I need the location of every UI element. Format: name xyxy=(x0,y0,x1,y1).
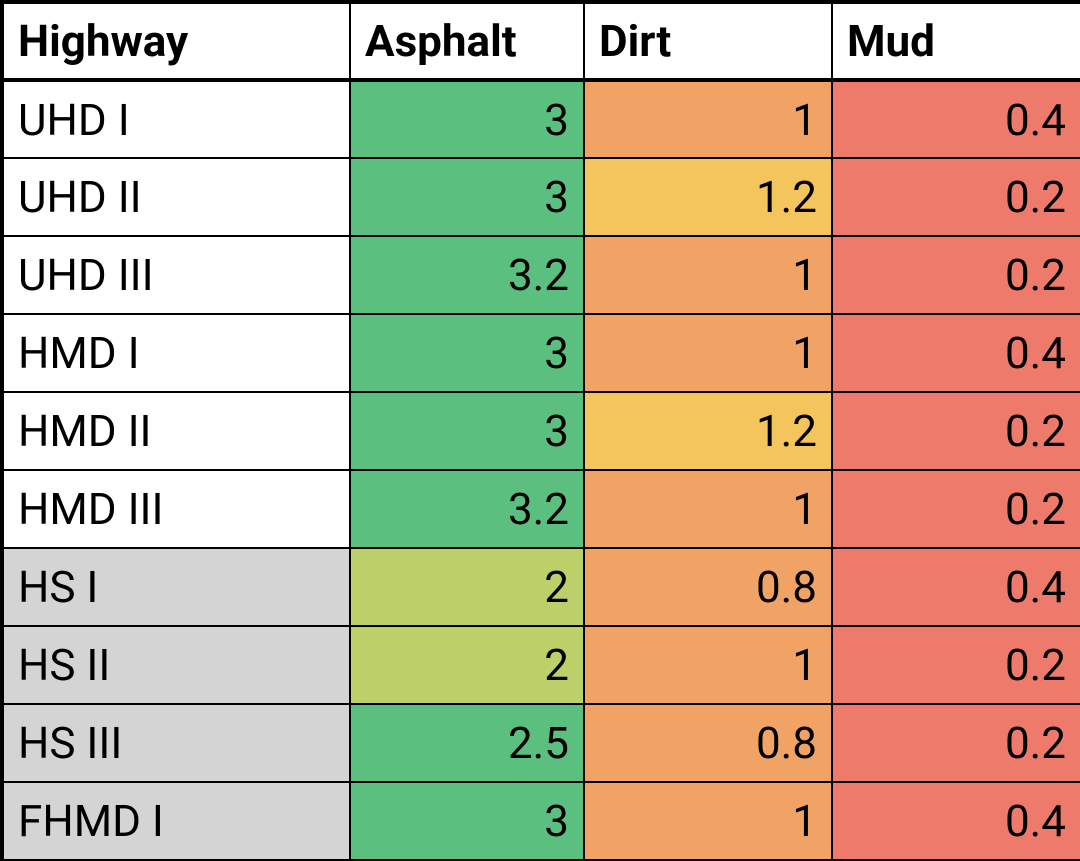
table-row: UHD I 3 1 0.4 xyxy=(2,80,1080,158)
table-row: HS III 2.5 0.8 0.2 xyxy=(2,704,1080,782)
cell-mud: 0.4 xyxy=(832,314,1080,392)
table-row: UHD III 3.2 1 0.2 xyxy=(2,236,1080,314)
cell-asphalt: 2.5 xyxy=(350,704,584,782)
col-header-mud: Mud xyxy=(832,2,1080,80)
table-row: HMD I 3 1 0.4 xyxy=(2,314,1080,392)
cell-dirt: 1 xyxy=(584,236,832,314)
table-row: HS I 2 0.8 0.4 xyxy=(2,548,1080,626)
cell-asphalt: 3 xyxy=(350,80,584,158)
row-label: FHMD I xyxy=(2,782,350,860)
col-header-dirt: Dirt xyxy=(584,2,832,80)
table-header-row: Highway Asphalt Dirt Mud xyxy=(2,2,1080,80)
cell-dirt: 1 xyxy=(584,314,832,392)
cell-mud: 0.2 xyxy=(832,626,1080,704)
cell-dirt: 0.8 xyxy=(584,548,832,626)
col-header-highway: Highway xyxy=(2,2,350,80)
table-row: HMD III 3.2 1 0.2 xyxy=(2,470,1080,548)
cell-dirt: 1 xyxy=(584,626,832,704)
cell-dirt: 1 xyxy=(584,470,832,548)
cell-asphalt: 3 xyxy=(350,314,584,392)
cell-dirt: 1.2 xyxy=(584,158,832,236)
cell-dirt: 1.2 xyxy=(584,392,832,470)
cell-dirt: 1 xyxy=(584,80,832,158)
row-label: HMD I xyxy=(2,314,350,392)
cell-asphalt: 3 xyxy=(350,392,584,470)
cell-mud: 0.4 xyxy=(832,782,1080,860)
row-label: HS III xyxy=(2,704,350,782)
table-row: UHD II 3 1.2 0.2 xyxy=(2,158,1080,236)
highway-speed-table: Highway Asphalt Dirt Mud UHD I 3 1 0.4 U… xyxy=(0,0,1080,861)
row-label: HS I xyxy=(2,548,350,626)
table-row: HMD II 3 1.2 0.2 xyxy=(2,392,1080,470)
col-header-asphalt: Asphalt xyxy=(350,2,584,80)
cell-dirt: 1 xyxy=(584,782,832,860)
cell-asphalt: 3 xyxy=(350,158,584,236)
cell-mud: 0.2 xyxy=(832,158,1080,236)
cell-dirt: 0.8 xyxy=(584,704,832,782)
row-label: UHD II xyxy=(2,158,350,236)
table-body: UHD I 3 1 0.4 UHD II 3 1.2 0.2 UHD III 3… xyxy=(2,80,1080,860)
cell-asphalt: 3.2 xyxy=(350,470,584,548)
cell-mud: 0.4 xyxy=(832,80,1080,158)
cell-asphalt: 2 xyxy=(350,626,584,704)
row-label: UHD I xyxy=(2,80,350,158)
cell-asphalt: 3 xyxy=(350,782,584,860)
cell-mud: 0.4 xyxy=(832,548,1080,626)
cell-mud: 0.2 xyxy=(832,236,1080,314)
cell-mud: 0.2 xyxy=(832,470,1080,548)
table-row: FHMD I 3 1 0.4 xyxy=(2,782,1080,860)
cell-mud: 0.2 xyxy=(832,704,1080,782)
row-label: UHD III xyxy=(2,236,350,314)
cell-asphalt: 3.2 xyxy=(350,236,584,314)
cell-mud: 0.2 xyxy=(832,392,1080,470)
table-row: HS II 2 1 0.2 xyxy=(2,626,1080,704)
row-label: HMD II xyxy=(2,392,350,470)
row-label: HMD III xyxy=(2,470,350,548)
cell-asphalt: 2 xyxy=(350,548,584,626)
row-label: HS II xyxy=(2,626,350,704)
